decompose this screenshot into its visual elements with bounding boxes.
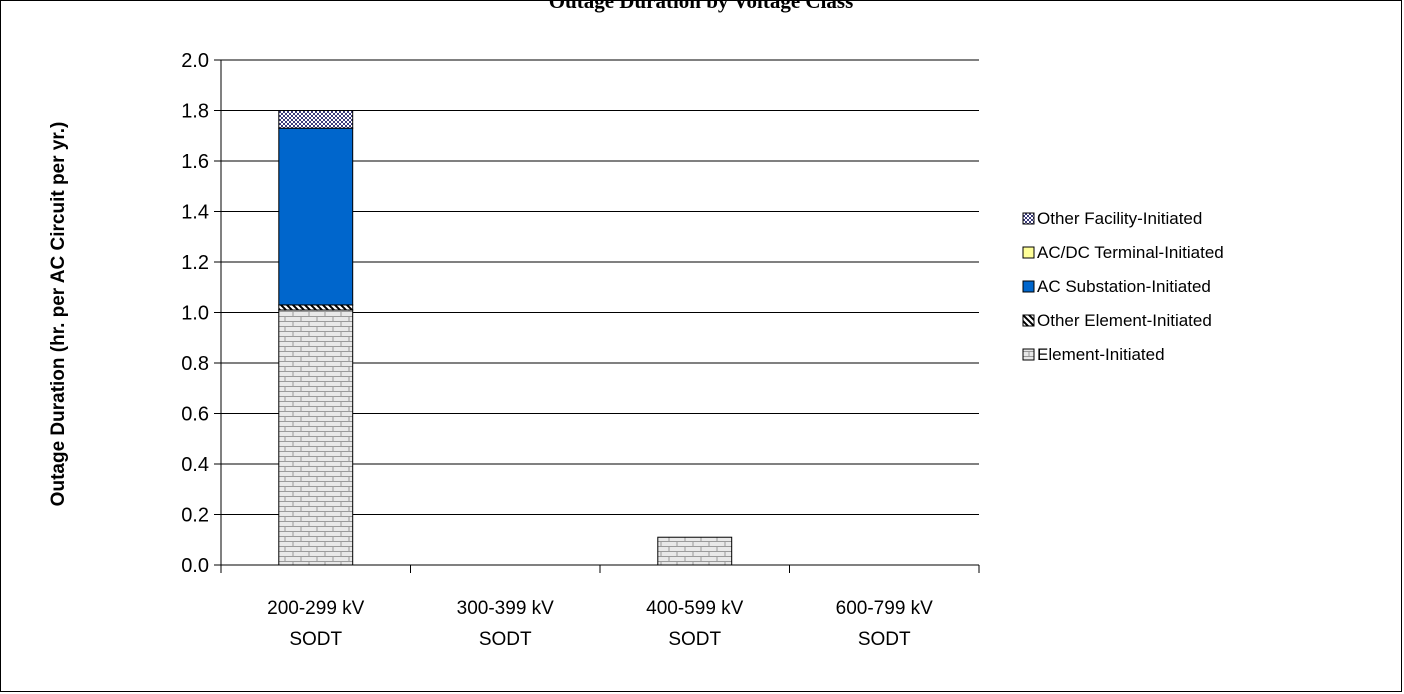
legend-label: Other Facility-Initiated [1037, 209, 1202, 228]
y-tick-label: 0.2 [181, 505, 209, 527]
legend-label: Other Element-Initiated [1037, 311, 1212, 330]
x-category-label: SODT [668, 629, 721, 650]
legend-swatch [1022, 314, 1035, 327]
legend-swatch [1022, 246, 1035, 259]
bar-segment [278, 304, 354, 311]
legend-swatch [1022, 348, 1035, 361]
y-tick-label: 0.0 [181, 555, 209, 577]
chart-title: Outage Duration by Voltage Class [548, 0, 854, 13]
x-category-label: SODT [289, 629, 342, 650]
y-tick-label: 1.2 [181, 252, 209, 274]
y-tick-label: 0.4 [181, 454, 209, 476]
y-tick-label: 1.8 [181, 101, 209, 123]
x-category-label: 600-799 kV [836, 598, 934, 619]
x-category-label: 200-299 kV [267, 598, 365, 619]
x-category-label: SODT [858, 629, 911, 650]
bar-segment [278, 309, 354, 566]
y-tick-label: 0.6 [181, 404, 209, 426]
y-tick-label: 1.0 [181, 303, 209, 325]
bar-segment [278, 110, 354, 129]
y-axis-label: Outage Duration (hr. per AC Circuit per … [48, 122, 69, 507]
legend-swatch [1022, 280, 1035, 293]
x-category-label: SODT [479, 629, 532, 650]
y-tick-label: 2.0 [181, 50, 209, 72]
bar-segment [278, 127, 354, 306]
legend-label: Element-Initiated [1037, 345, 1165, 364]
bar-segment [657, 536, 733, 566]
x-category-label: 400-599 kV [646, 598, 744, 619]
y-tick-label: 1.6 [181, 151, 209, 173]
y-tick-label: 1.4 [181, 202, 209, 224]
legend-swatch [1022, 212, 1035, 225]
legend-label: AC/DC Terminal-Initiated [1037, 243, 1224, 262]
y-tick-label: 0.8 [181, 353, 209, 375]
x-category-label: 300-399 kV [457, 598, 555, 619]
legend-label: AC Substation-Initiated [1037, 277, 1211, 296]
